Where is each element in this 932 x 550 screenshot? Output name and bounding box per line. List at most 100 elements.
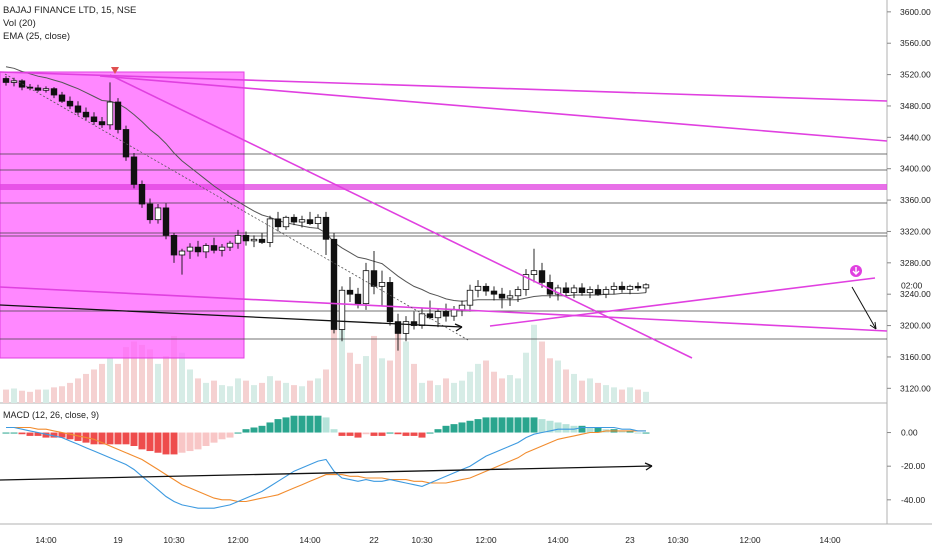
candle-body xyxy=(146,203,154,221)
volume-bar xyxy=(411,363,417,403)
candle xyxy=(482,283,490,296)
candle-body xyxy=(394,321,402,334)
volume-bar xyxy=(19,390,25,403)
volume-bar xyxy=(51,387,57,403)
candle xyxy=(538,262,546,288)
candle-body xyxy=(162,207,170,236)
horizontal-levels xyxy=(0,153,887,340)
candle-body xyxy=(106,101,114,126)
volume-bar xyxy=(3,389,9,403)
candle-body xyxy=(250,238,258,242)
volume-bar xyxy=(131,341,137,403)
volume-bar xyxy=(547,358,553,403)
time-tick-label: 10:30 xyxy=(163,535,185,545)
volume-bar xyxy=(155,363,161,403)
candle-body xyxy=(386,282,394,323)
macd-histogram-bar xyxy=(138,432,146,450)
candle xyxy=(234,229,242,249)
candle-body xyxy=(122,129,130,158)
candle-body xyxy=(354,293,362,305)
volume-legend: Vol (20) xyxy=(3,18,36,29)
macd-histogram-bar xyxy=(442,425,450,433)
candle-body xyxy=(418,313,426,326)
volume-bar xyxy=(499,378,505,403)
candle xyxy=(242,231,250,246)
volume-bar xyxy=(91,369,97,403)
volume-bar xyxy=(619,389,625,403)
candle-body xyxy=(330,238,338,330)
time-tick-label: 12:00 xyxy=(475,535,497,545)
time-tick-label: 10:30 xyxy=(411,535,433,545)
volume-bar xyxy=(395,330,401,403)
macd-histogram-bar xyxy=(146,432,154,452)
volume-bar xyxy=(603,385,609,403)
volume-bar xyxy=(259,382,265,403)
candle-body xyxy=(90,116,98,123)
candle xyxy=(210,237,218,254)
volume-bar xyxy=(563,369,569,403)
price-tick-label: 3280.00 xyxy=(900,258,931,268)
chart-legend: BAJAJ FINANCE LTD, 15, NSE Vol (20) EMA … xyxy=(3,4,136,43)
volume-bar xyxy=(595,382,601,403)
macd-histogram-bar xyxy=(586,427,594,433)
candle xyxy=(162,203,170,240)
candle-body xyxy=(602,289,610,295)
volume-bar xyxy=(579,380,585,403)
macd-histogram-bar xyxy=(66,432,74,440)
candle-body xyxy=(586,289,594,294)
volume-bar xyxy=(27,391,33,403)
macd-histogram-bar xyxy=(90,432,98,445)
price-axis: 3600.00 3560.00 3520.00 3480.00 3440.00 3400.… xyxy=(887,7,931,505)
candle xyxy=(266,215,274,248)
candle-body xyxy=(218,246,226,251)
macd-histogram-bar xyxy=(58,432,66,438)
macd-histogram-bar xyxy=(282,417,290,433)
volume-bar xyxy=(347,352,353,403)
time-tick-label: 12:00 xyxy=(739,535,761,545)
candle xyxy=(186,243,194,259)
volume-bar xyxy=(291,385,297,403)
macd-line xyxy=(6,426,646,509)
price-tick-label: 3120.00 xyxy=(900,383,931,393)
volume-bar xyxy=(219,385,225,403)
macd-histogram-bar xyxy=(338,432,346,436)
volume-bar xyxy=(99,363,105,403)
volume-bar xyxy=(587,378,593,403)
candle xyxy=(290,214,298,226)
macd-histogram-bar xyxy=(114,432,122,445)
volume-bar xyxy=(555,360,561,403)
candle xyxy=(506,290,514,306)
candle xyxy=(562,282,570,296)
candle xyxy=(298,215,306,228)
macd-arrow-line xyxy=(0,465,653,481)
volume-bar xyxy=(227,386,233,403)
candle xyxy=(434,308,442,328)
macd-histogram-bar xyxy=(386,432,394,434)
candle-body xyxy=(370,270,378,287)
candle-body xyxy=(58,94,66,102)
volume-bar xyxy=(475,363,481,403)
candle xyxy=(146,198,154,224)
macd-histogram-bar xyxy=(170,432,178,455)
macd-histogram-bar xyxy=(298,415,306,433)
volume-bar xyxy=(83,373,89,403)
candle xyxy=(602,286,610,299)
candle xyxy=(50,87,58,99)
candle-body xyxy=(130,156,138,185)
macd-histogram-bar xyxy=(266,422,274,433)
macd-histogram-bar xyxy=(466,420,474,433)
candle-body xyxy=(282,216,290,228)
candle xyxy=(74,101,82,116)
candle-body xyxy=(154,207,162,221)
volume-bar xyxy=(507,375,513,403)
candle xyxy=(178,248,186,275)
ema-legend: EMA (25, close) xyxy=(3,31,71,42)
magenta-band xyxy=(0,184,887,190)
volume-bar xyxy=(379,358,385,403)
volume-bar xyxy=(211,380,217,403)
macd-histogram-bar xyxy=(306,415,314,433)
price-tick-label: 3240.00 xyxy=(900,289,931,299)
volume-bar xyxy=(59,386,65,403)
candles xyxy=(2,76,650,351)
